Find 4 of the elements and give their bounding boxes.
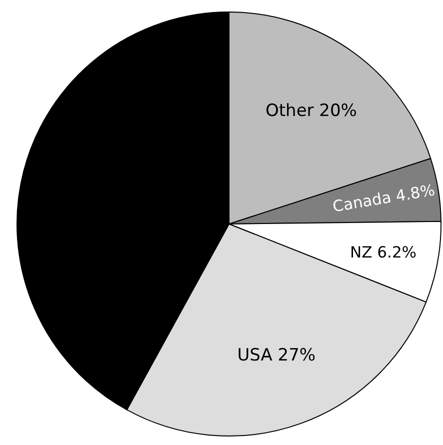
slice-label: Canada 4.8% [331, 181, 436, 216]
slice-label: USA 27% [237, 346, 316, 366]
slice-label: Other 20% [266, 100, 357, 121]
slice-label: NZ 6.2% [350, 243, 417, 262]
